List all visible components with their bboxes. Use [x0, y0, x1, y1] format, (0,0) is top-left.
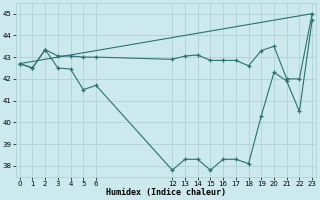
X-axis label: Humidex (Indice chaleur): Humidex (Indice chaleur) [106, 188, 226, 197]
